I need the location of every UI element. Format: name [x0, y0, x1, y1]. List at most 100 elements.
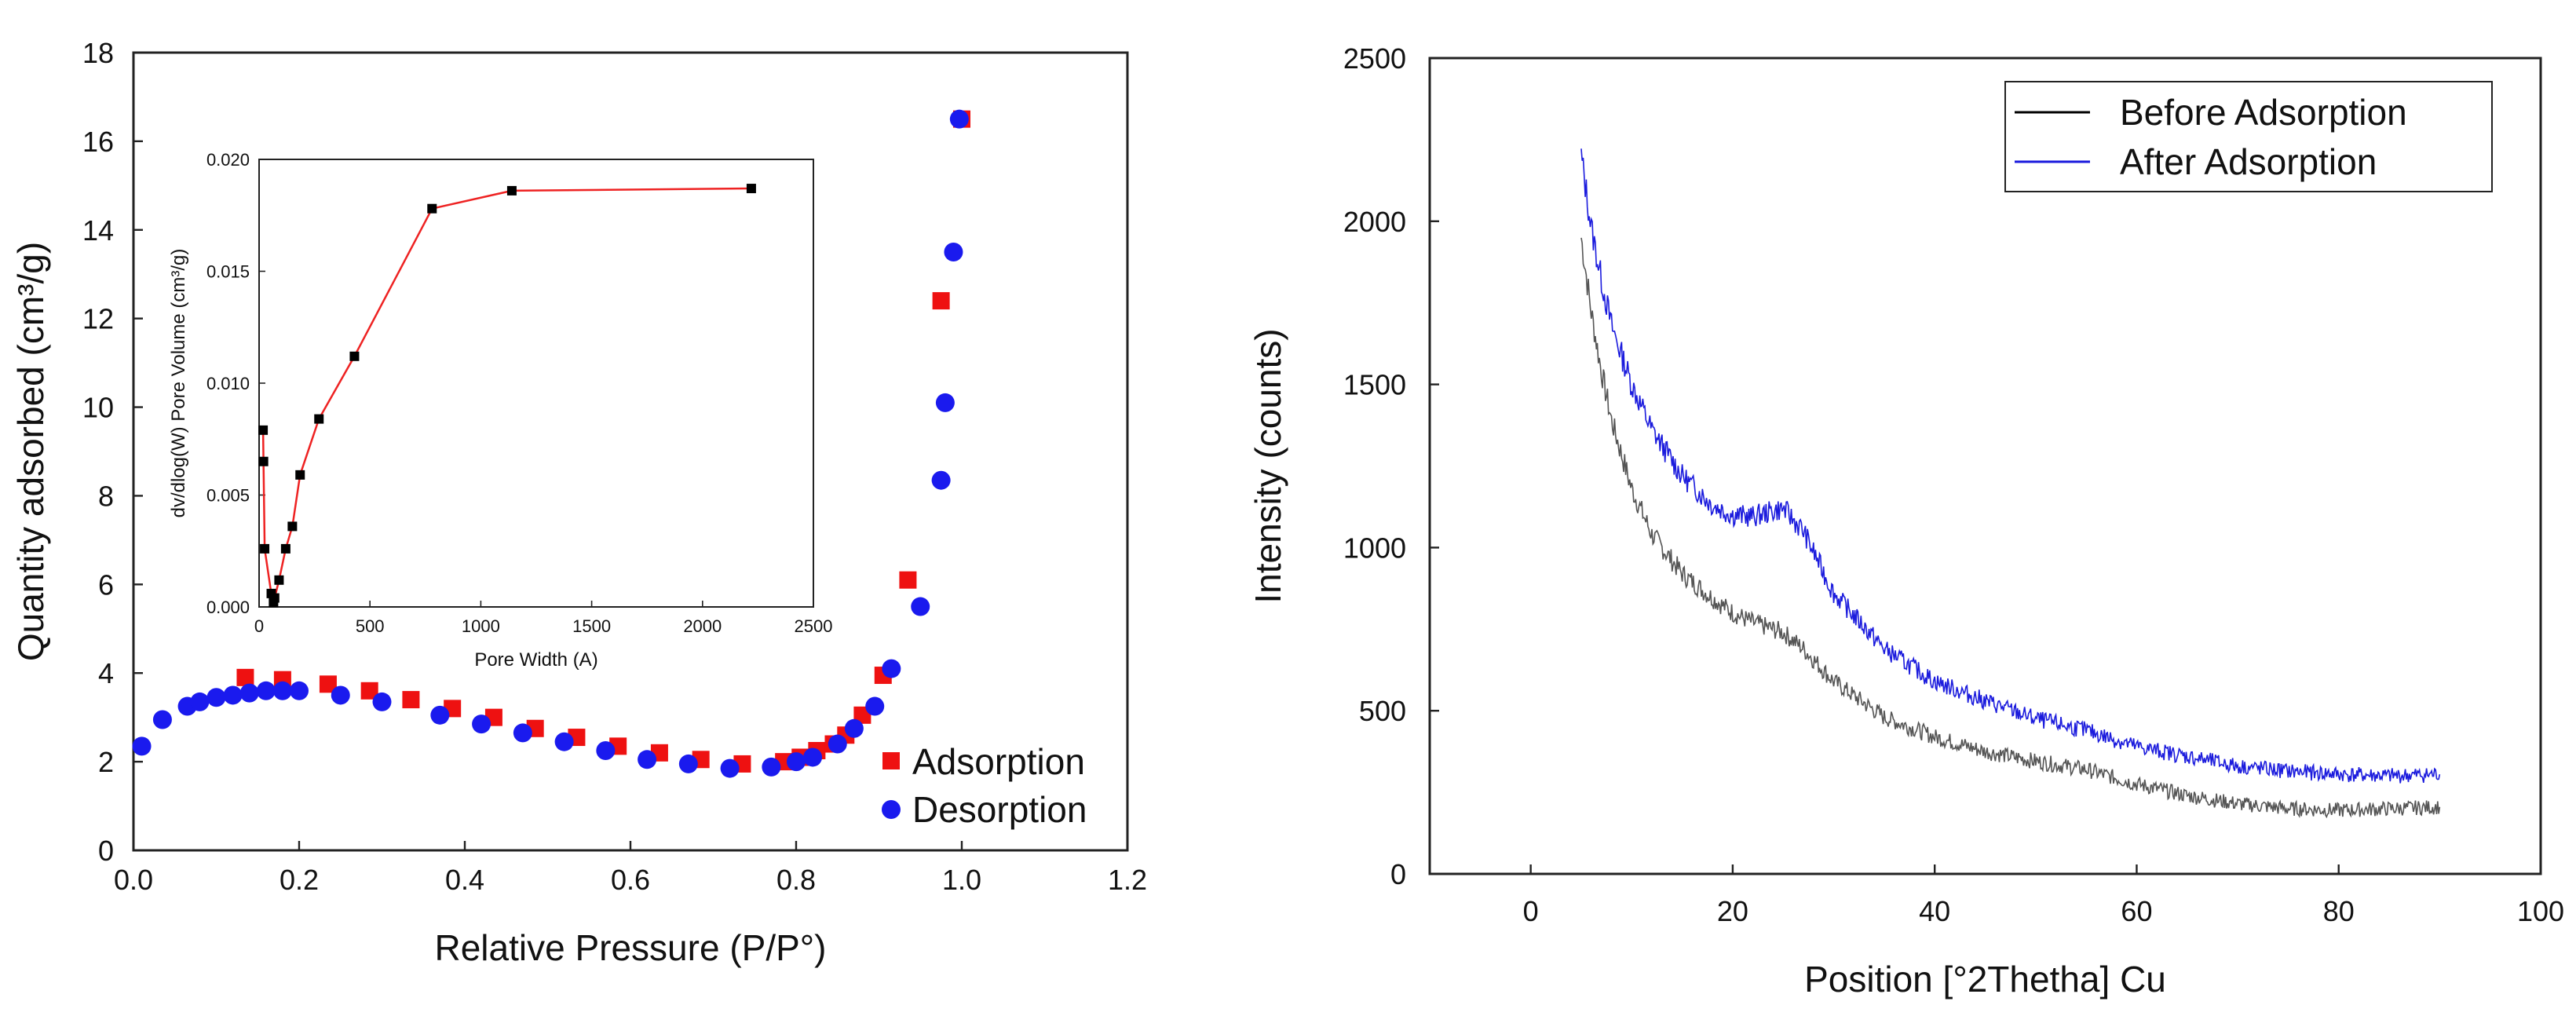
desorption-point: [472, 715, 491, 734]
desorption-point: [638, 750, 657, 769]
pore-volume-point: [349, 351, 360, 361]
adsorption-point: [319, 675, 337, 693]
desorption-point: [935, 393, 955, 412]
y-tick-label: 0.020: [206, 150, 250, 170]
pore-distribution-inset-chart: 0 500 1000 1500 2000 2500 0.000 0.005 0.010 0.015…: [168, 150, 832, 671]
y-tick-label: 0: [1390, 858, 1406, 890]
pore-volume-point: [274, 575, 284, 585]
pore-volume-point: [295, 470, 305, 480]
y-tick-label: 500: [1359, 695, 1406, 727]
desorption-point: [290, 681, 309, 700]
desorption-point: [513, 723, 532, 743]
adsorption-point: [402, 691, 420, 709]
x-tick-label: 0.8: [776, 864, 816, 896]
legend-before-label: Before Adsorption: [2120, 92, 2407, 133]
desorption-point: [256, 681, 276, 700]
desorption-point: [554, 732, 574, 751]
plot-frame: [258, 159, 814, 608]
y-axis-title: dv/dlog(W) Pore Volume (cm³/g): [168, 249, 189, 518]
adsorption-point: [899, 571, 917, 589]
desorption-point: [152, 710, 172, 729]
x-tick-label: 500: [356, 616, 385, 636]
x-tick-label: 0: [254, 616, 264, 636]
pore-volume-point: [260, 543, 270, 554]
pore-volume-point: [506, 185, 517, 196]
x-tick-label: 0.4: [445, 864, 484, 896]
pore-volume-point: [746, 184, 756, 194]
x-axis-title: Relative Pressure (P/P°): [435, 927, 827, 968]
desorption-point: [272, 681, 292, 700]
x-tick-label: 1.0: [942, 864, 981, 896]
x-tick-label: 20: [1717, 895, 1748, 927]
x-tick-label: 0.6: [611, 864, 650, 896]
x-tick-label: 0.0: [114, 864, 153, 896]
xrd-chart: 0 20 40 60 80 10005001000150020002500Position…: [1248, 42, 2564, 1000]
desorption-point: [331, 685, 350, 705]
y-tick-label: 0.000: [206, 598, 250, 617]
pore-volume-point: [258, 456, 269, 466]
y-tick-label: 2500: [1343, 42, 1406, 75]
y-tick-label: 0: [98, 835, 114, 867]
x-tick-label: 40: [1919, 895, 1950, 927]
desorption-point: [132, 736, 152, 756]
pore-volume-point: [314, 414, 324, 424]
x-tick-label: 60: [2121, 895, 2152, 927]
desorption-point: [787, 752, 806, 772]
adsorption-point: [236, 668, 254, 686]
desorption-point: [430, 705, 450, 725]
legend-adsorption-label: Adsorption: [912, 741, 1085, 782]
legend-box: [2004, 81, 2493, 192]
y-tick-label: 12: [82, 303, 114, 335]
y-axis-title: Intensity (counts): [1248, 328, 1288, 603]
desorption-point: [803, 747, 823, 767]
y-tick-label: 2000: [1343, 206, 1406, 238]
y-tick-label: 10: [82, 392, 114, 424]
pore-volume-point: [280, 543, 290, 554]
x-tick-label: 1500: [572, 616, 611, 636]
desorption-point: [865, 696, 885, 716]
x-tick-label: 0: [1523, 895, 1539, 927]
desorption-point: [678, 754, 698, 773]
legend-adsorption-marker: [882, 752, 900, 769]
x-tick-label: 80: [2323, 895, 2355, 927]
pore-volume-point: [427, 203, 437, 214]
desorption-point: [949, 109, 969, 129]
x-tick-label: 1000: [462, 616, 500, 636]
desorption-point: [720, 758, 740, 778]
y-tick-label: 0.015: [206, 262, 250, 282]
desorption-point: [596, 741, 616, 760]
y-tick-label: 8: [98, 480, 114, 512]
pore-volume-point: [287, 521, 298, 532]
desorption-point: [372, 692, 392, 711]
desorption-point: [882, 659, 901, 678]
desorption-point: [206, 688, 226, 707]
y-tick-label: 4: [98, 657, 114, 689]
desorption-point: [844, 718, 864, 738]
desorption-point: [828, 734, 847, 754]
desorption-point: [944, 243, 963, 261]
legend-after-label: After Adsorption: [2120, 141, 2377, 182]
before-adsorption-line: [1580, 237, 2441, 819]
after-adsorption-line: [1580, 148, 2441, 784]
x-tick-label: 2000: [683, 616, 722, 636]
x-axis-title: Pore Width (A): [474, 649, 597, 671]
y-tick-label: 0.005: [206, 486, 250, 506]
y-tick-label: 16: [82, 126, 114, 158]
pore-volume-point: [269, 593, 280, 603]
x-tick-label: 2500: [795, 616, 833, 636]
desorption-point: [911, 597, 930, 616]
y-tick-label: 14: [82, 214, 114, 247]
y-axis-title: Quantity adsorbed (cm³/g): [10, 242, 51, 661]
y-tick-label: 2: [98, 746, 114, 778]
pore-volume-point: [258, 425, 269, 435]
adsorption-point: [932, 292, 950, 310]
legend-desorption-marker: [882, 800, 901, 819]
desorption-point: [223, 685, 243, 705]
x-tick-label: 0.2: [280, 864, 319, 896]
desorption-point: [931, 470, 951, 490]
y-tick-label: 0.010: [206, 374, 250, 393]
desorption-point: [190, 692, 210, 711]
y-tick-label: 1000: [1343, 532, 1406, 564]
legend-desorption-label: Desorption: [912, 789, 1087, 830]
